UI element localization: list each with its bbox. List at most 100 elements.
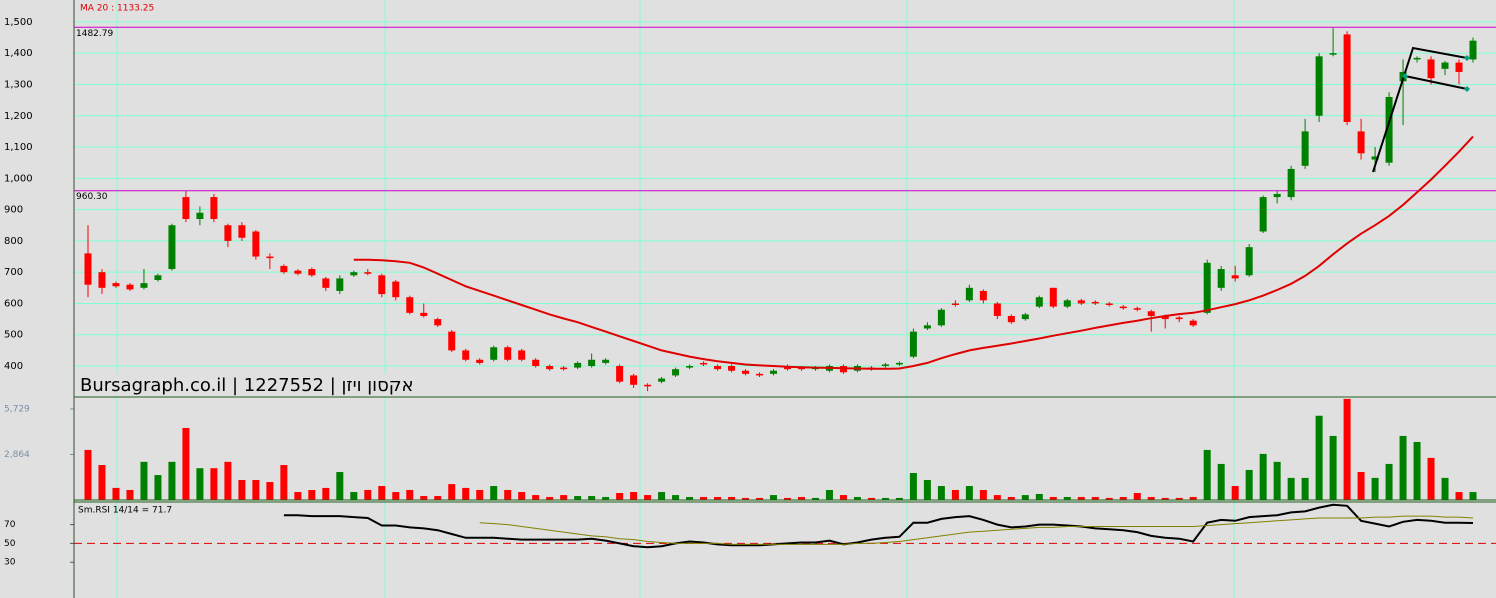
volume-bar (1287, 477, 1295, 500)
candle-body (182, 197, 190, 219)
volume-bar (1175, 497, 1183, 500)
candle-body (364, 272, 372, 274)
trend-line (1372, 46, 1468, 173)
candle-body (1007, 315, 1015, 323)
y-tick-label: 900 (4, 205, 23, 216)
candle-body (434, 319, 442, 326)
volume-bar (1455, 492, 1463, 500)
volume-bar (1259, 453, 1267, 500)
candle-body (140, 283, 148, 288)
candle-body (1175, 317, 1183, 320)
candle-body (602, 359, 610, 363)
volume-bar (1231, 486, 1239, 500)
candle-body (756, 373, 764, 376)
volume-bar (853, 496, 861, 500)
candle-body (476, 359, 484, 363)
volume-bar (1371, 477, 1379, 500)
volume-bar (294, 492, 302, 500)
candle-body (1091, 301, 1099, 304)
volume-bar (224, 461, 232, 500)
volume-bar (1245, 469, 1253, 500)
candle-body (560, 367, 568, 370)
volume-bar (1063, 496, 1071, 500)
volume-bar (742, 497, 750, 500)
volume-bar (1427, 457, 1435, 500)
candle-body (1413, 57, 1421, 60)
volume-bar (518, 492, 526, 500)
volume-bar (1049, 496, 1057, 500)
volume-bar (881, 497, 889, 500)
plot-layer: 1482.79 960.30 (70, 21, 1496, 563)
volume-bar (839, 495, 847, 500)
candle-body (1343, 34, 1351, 123)
candle-body (294, 270, 302, 274)
candle-body (518, 350, 526, 360)
volume-bar (476, 489, 484, 500)
volume-bar (951, 489, 959, 500)
ma-annotation: MA 20 : 1133.25 (80, 4, 154, 14)
volume-bar (210, 468, 218, 500)
volume-bar (546, 496, 554, 500)
candle-body (700, 362, 708, 365)
y-tick-label: 1,300 (4, 79, 33, 90)
candle-body (196, 212, 204, 219)
candle-body (588, 359, 596, 367)
volume-bar (336, 472, 344, 500)
volume-bar (965, 486, 973, 500)
volume-bar (1399, 435, 1407, 500)
volume-bar (783, 497, 791, 500)
volume-bar (98, 465, 106, 500)
y-tick-label: 1,500 (4, 17, 33, 28)
candle-body (224, 225, 232, 241)
volume-bar (602, 496, 610, 500)
volume-bar (1301, 477, 1309, 500)
volume-bar (825, 489, 833, 500)
candle-body (1105, 303, 1113, 306)
candle-body (630, 375, 638, 385)
candle-body (770, 370, 778, 374)
candle-body (1441, 62, 1449, 69)
candle-body (658, 378, 666, 382)
volume-bar (420, 496, 428, 500)
candle-body (448, 331, 456, 351)
volume-bar (84, 449, 92, 500)
volume-bar (1329, 435, 1337, 500)
candle-body (252, 231, 260, 257)
candle-body (392, 281, 400, 298)
volume-bar (1091, 496, 1099, 500)
volume-bar (797, 496, 805, 500)
candle-body (644, 384, 652, 387)
volume-bar (406, 489, 414, 500)
candle-body (1371, 156, 1379, 160)
candle-body (1077, 300, 1085, 304)
volume-bar (728, 496, 736, 500)
candle-body (420, 312, 428, 316)
candle-body (1203, 262, 1211, 313)
volume-bar (350, 492, 358, 500)
volume-bar (1147, 496, 1155, 500)
candle-body (1301, 131, 1309, 166)
candle-body (322, 278, 330, 288)
candle-body (1287, 168, 1295, 198)
candle-body (532, 359, 540, 367)
volume-bar (1469, 492, 1477, 500)
candle-body (266, 256, 274, 259)
volume-bar (1413, 441, 1421, 500)
volume-bar (1119, 496, 1127, 500)
candle-body (1063, 300, 1071, 307)
candle-body (490, 347, 498, 360)
candle-body (1357, 131, 1365, 154)
level-label: 1482.79 (76, 29, 113, 39)
volume-bar (700, 496, 708, 500)
title-background (75, 374, 393, 396)
candle-body (1259, 197, 1267, 232)
volume-bar (252, 479, 260, 500)
volume-bar (1105, 497, 1113, 500)
y-tick-label: 1,000 (4, 173, 33, 184)
volume-bar (1273, 461, 1281, 500)
candle-body (546, 366, 554, 370)
candle-body (909, 331, 917, 357)
volume-bar (168, 461, 176, 500)
trend-line (1404, 75, 1468, 90)
candle-body (672, 369, 680, 376)
